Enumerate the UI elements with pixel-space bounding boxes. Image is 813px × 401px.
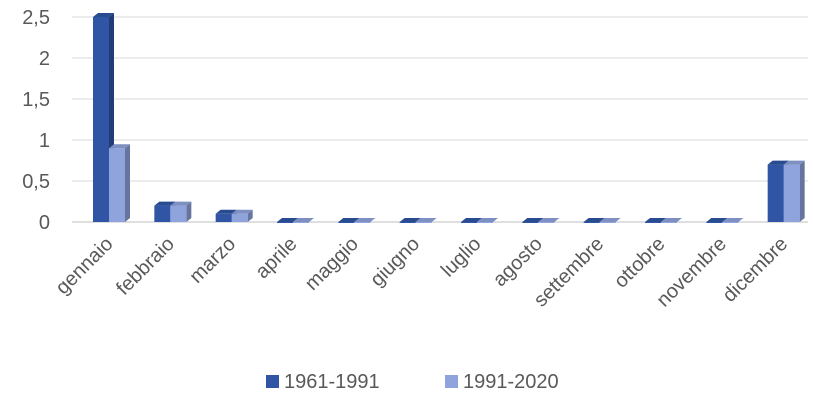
- x-tick-label-luglio: luglio: [437, 233, 486, 282]
- bar-top: [661, 218, 682, 222]
- bar-side: [247, 209, 253, 222]
- bar-1961-1991-novembre: [706, 218, 728, 223]
- bar-top: [215, 209, 237, 214]
- bar-top: [583, 218, 605, 222]
- bar-front: [645, 222, 661, 223]
- bar-front: [231, 213, 248, 222]
- bar-1991-2020-novembre: [722, 218, 744, 223]
- bar-front: [522, 222, 539, 223]
- bar-1991-2020-marzo: [231, 209, 253, 222]
- gridlines: [72, 16, 808, 223]
- bar-1961-1991-aprile: [277, 218, 298, 223]
- bar-top: [109, 144, 130, 149]
- y-tick-label: 0,5: [22, 171, 50, 193]
- legend-swatch-1991-2020: [445, 375, 458, 388]
- bar-front: [170, 205, 187, 222]
- bar-top: [170, 201, 192, 206]
- bar-1991-2020-luglio: [477, 218, 498, 223]
- bar-top: [415, 218, 437, 222]
- y-axis-ticks: 0 0,5 1 1,5 2 2,5: [22, 7, 50, 234]
- x-tick-label-dicembre: dicembre: [718, 233, 792, 307]
- legend-swatch-1961-1991: [266, 375, 279, 388]
- bar-1991-2020-settembre: [599, 218, 621, 223]
- bar-top: [538, 218, 560, 222]
- x-tick-label-maggio: maggio: [301, 233, 363, 295]
- bar-1961-1991-luglio: [461, 218, 482, 223]
- bar-1961-1991-gennaio: [93, 13, 114, 222]
- bar-top: [783, 160, 805, 165]
- legend: 1961-1991 1991-2020: [266, 371, 559, 393]
- bar-1961-1991-agosto: [522, 218, 544, 223]
- bar-top: [599, 218, 621, 222]
- bar-front: [399, 222, 416, 223]
- bar-top: [231, 209, 253, 214]
- bar-top: [645, 218, 666, 222]
- y-tick-label: 2: [39, 48, 50, 70]
- y-tick-label: 0: [39, 212, 50, 234]
- bar-1961-1991-maggio: [338, 218, 360, 223]
- bar-top: [338, 218, 360, 222]
- bar-1991-2020-ottobre: [661, 218, 682, 223]
- bar-front: [783, 164, 800, 222]
- bar-top: [767, 160, 789, 165]
- bar-top: [154, 201, 176, 206]
- bar-front: [706, 222, 723, 223]
- legend-label-1991-2020: 1991-2020: [463, 371, 559, 393]
- bar-1991-2020-aprile: [293, 218, 314, 223]
- bar-side: [125, 144, 130, 222]
- bar-1991-2020-maggio: [354, 218, 376, 223]
- x-tick-label-febbraio: febbraio: [112, 233, 179, 300]
- x-tick-label-gennaio: gennaio: [52, 233, 118, 299]
- bar-front: [338, 222, 355, 223]
- bar-top: [293, 218, 314, 222]
- bar-top: [93, 13, 114, 17]
- x-tick-label-ottobre: ottobre: [610, 233, 670, 293]
- bar-top: [461, 218, 482, 222]
- bar-1991-2020-dicembre: [783, 160, 805, 222]
- bar-1991-2020-febbraio: [170, 201, 192, 222]
- legend-label-1961-1991: 1961-1991: [284, 371, 380, 393]
- bar-front: [415, 222, 432, 223]
- bar-front: [661, 222, 677, 223]
- bar-front: [767, 164, 784, 222]
- bar-front: [583, 222, 600, 223]
- bar-front: [277, 222, 293, 223]
- bar-front: [354, 222, 371, 223]
- bar-front: [461, 222, 477, 223]
- bar-front: [93, 17, 109, 222]
- bar-1991-2020-agosto: [538, 218, 560, 223]
- x-tick-label-giugno: giugno: [366, 233, 424, 291]
- x-tick-label-aprile: aprile: [251, 233, 301, 283]
- x-tick-label-agosto: agosto: [489, 233, 547, 291]
- bar-front: [477, 222, 493, 223]
- bars: [93, 13, 805, 223]
- bar-1991-2020-giugno: [415, 218, 437, 223]
- bar-top: [399, 218, 421, 222]
- bar-side: [799, 160, 805, 222]
- bar-side: [186, 201, 192, 222]
- bar-top: [722, 218, 744, 222]
- bar-front: [293, 222, 309, 223]
- y-tick-label: 1: [39, 130, 50, 152]
- bar-1961-1991-ottobre: [645, 218, 666, 223]
- y-tick-label: 2,5: [22, 7, 50, 29]
- bar-front: [215, 213, 232, 222]
- bar-top: [706, 218, 728, 222]
- y-tick-label: 1,5: [22, 89, 50, 111]
- bar-front: [538, 222, 555, 223]
- bar-top: [522, 218, 544, 222]
- bar-1961-1991-settembre: [583, 218, 605, 223]
- x-tick-label-marzo: marzo: [185, 233, 240, 288]
- bar-front: [722, 222, 739, 223]
- bar-front: [109, 148, 125, 222]
- bar-1991-2020-gennaio: [109, 144, 130, 222]
- bar-top: [477, 218, 498, 222]
- bar-top: [277, 218, 298, 222]
- bar-front: [154, 205, 171, 222]
- bar-1961-1991-giugno: [399, 218, 421, 223]
- bar-front: [599, 222, 616, 223]
- bar-top: [354, 218, 376, 222]
